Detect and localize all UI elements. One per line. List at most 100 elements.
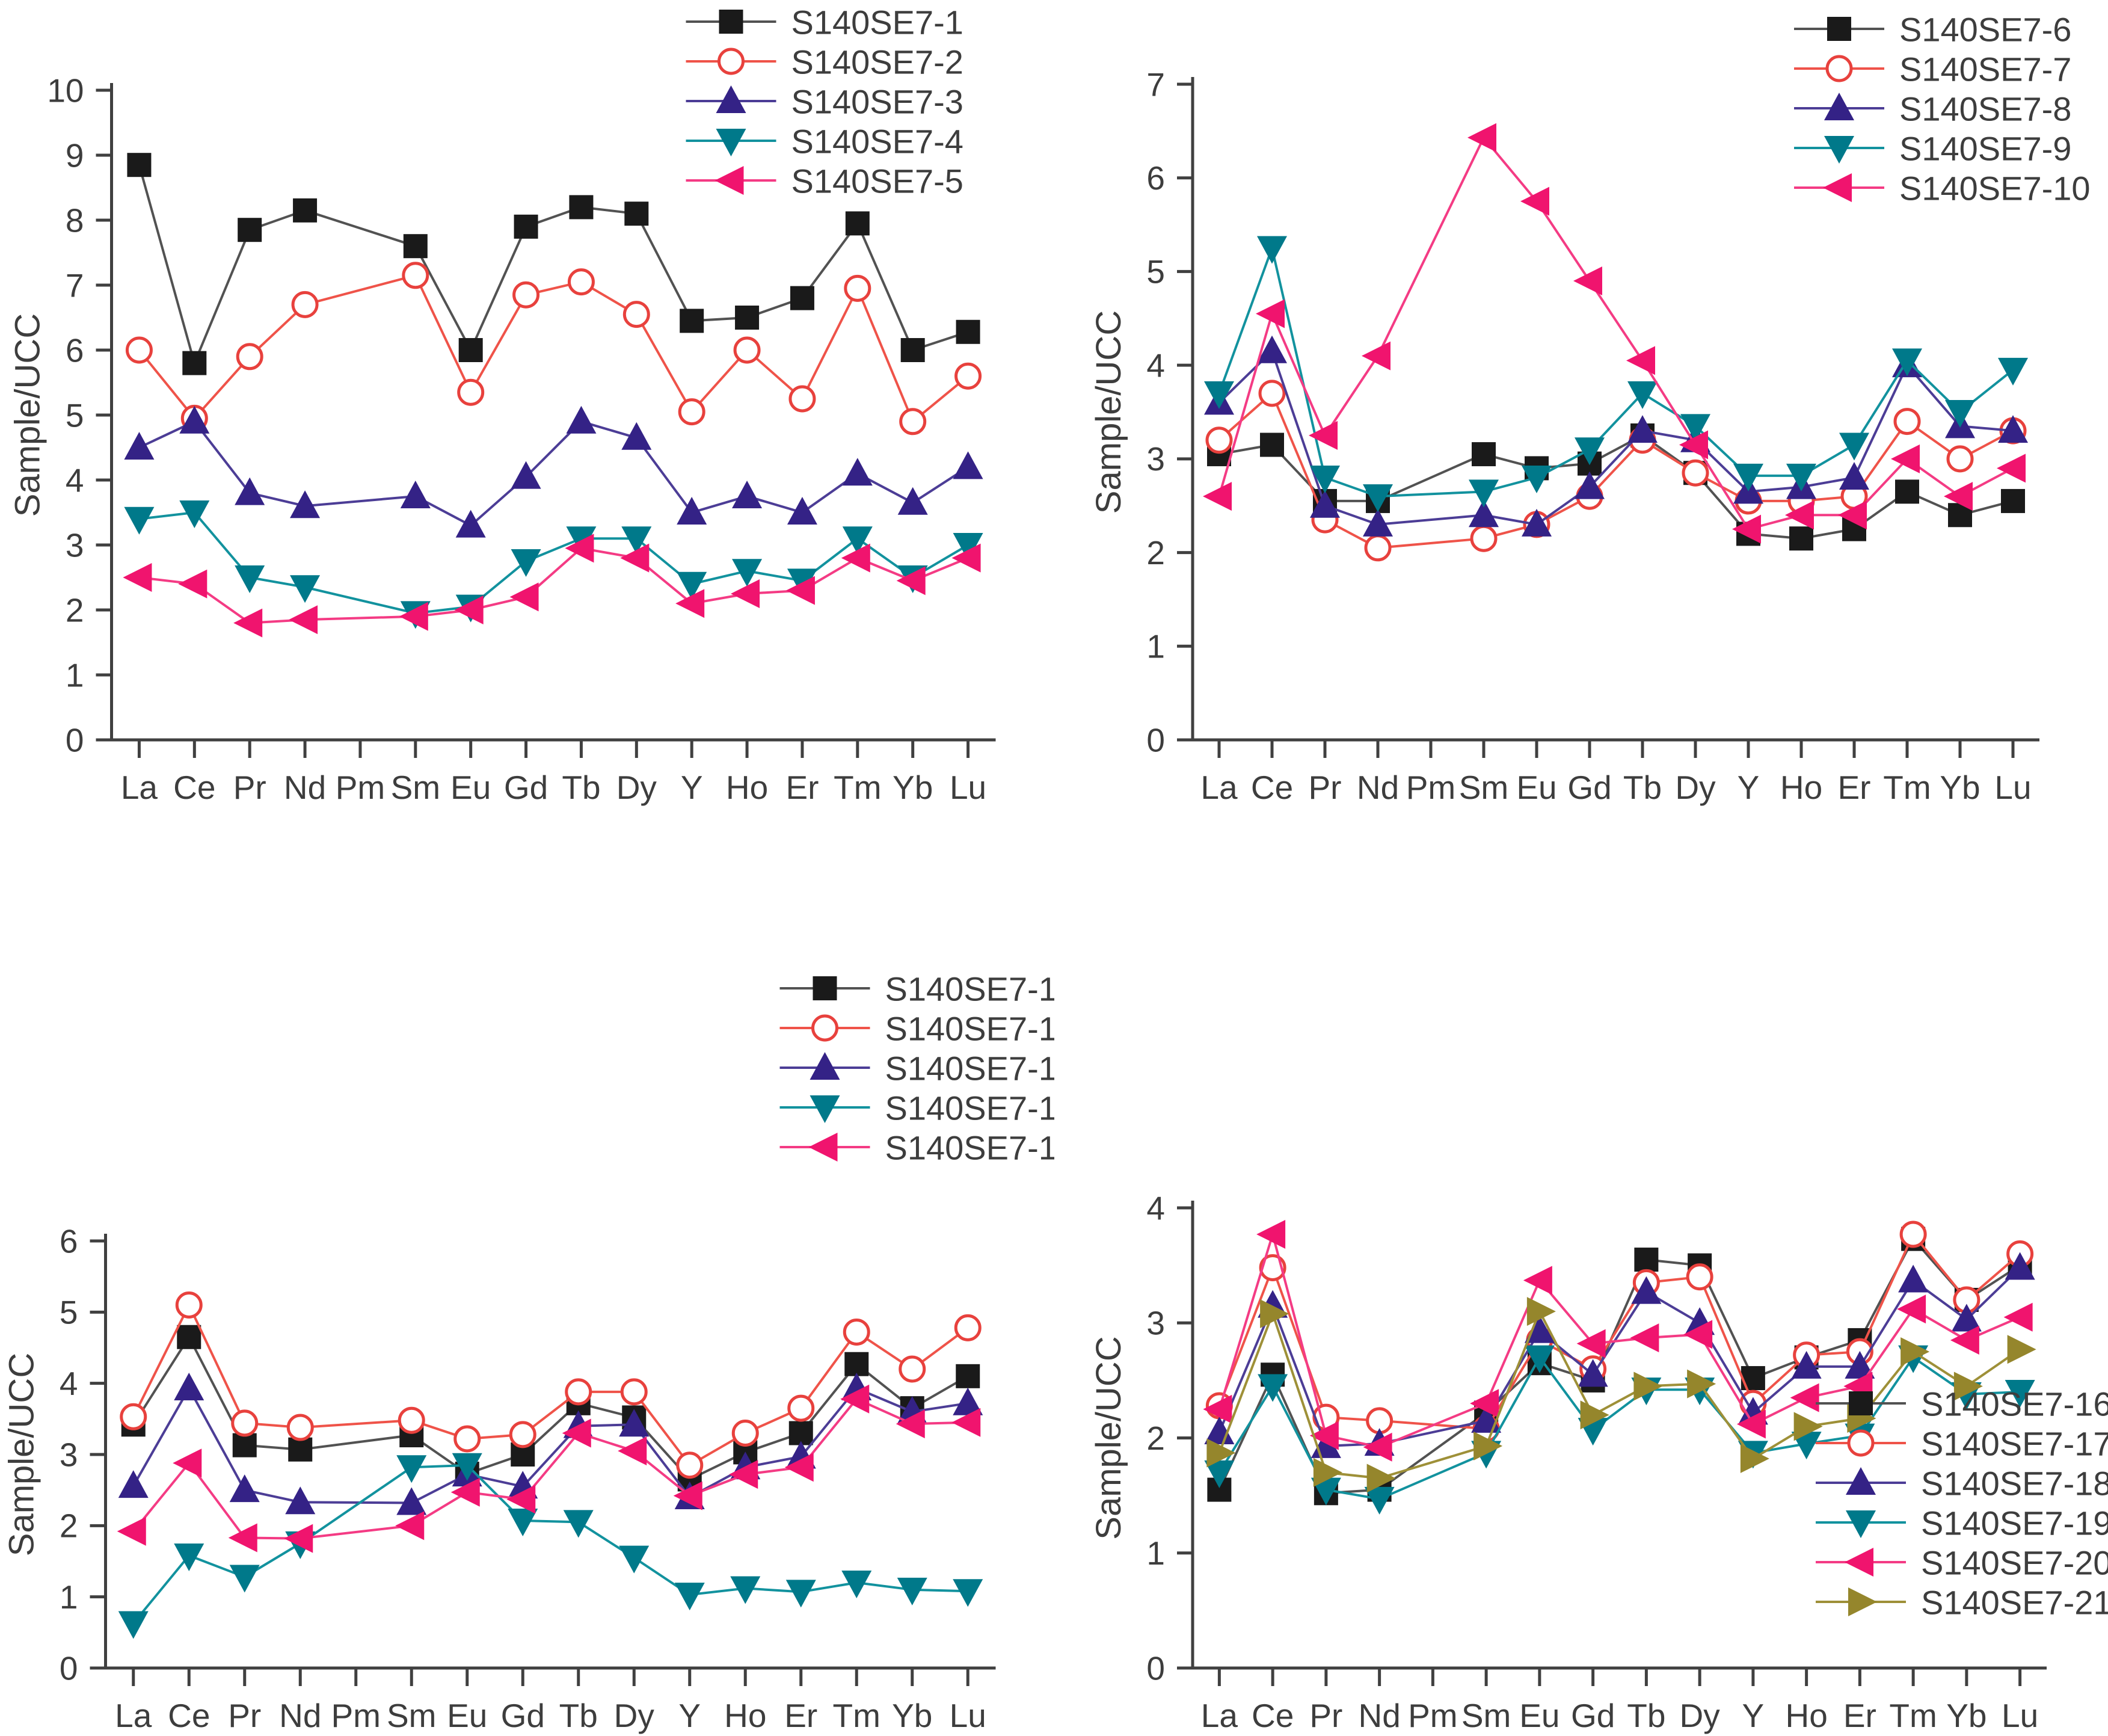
marker-triangle-down xyxy=(732,559,763,587)
marker-triangle-down xyxy=(1733,463,1763,491)
marker-triangle-up xyxy=(1363,508,1393,537)
marker-triangle-left xyxy=(1736,1409,1766,1439)
marker-triangle-right xyxy=(1848,1587,1877,1616)
x-tick-label: Yb xyxy=(1940,769,1980,806)
marker-triangle-down xyxy=(1363,484,1393,512)
y-tick-label: 3 xyxy=(1146,1305,1165,1342)
marker-triangle-down xyxy=(1257,236,1287,264)
legend-label: S140SE7-4 xyxy=(791,123,963,161)
series-line xyxy=(138,274,969,424)
legend-item: S140SE7-6 xyxy=(1794,11,2071,49)
marker-triangle-right xyxy=(1953,1371,1983,1401)
legend-label: S140SE7-11 xyxy=(885,970,1055,1008)
x-tick-label: Y xyxy=(1738,769,1760,806)
legend-label: S140SE7-2 xyxy=(791,43,963,81)
marker-triangle-up xyxy=(566,405,597,434)
x-tick-label: Ho xyxy=(724,1697,766,1734)
series-S140SE7-1 xyxy=(127,153,980,375)
x-tick-label: Nd xyxy=(279,1697,321,1734)
legend-label: S140SE7-21 xyxy=(1921,1584,2108,1622)
marker-circle-open xyxy=(125,336,153,364)
marker-circle-open xyxy=(678,398,705,426)
x-tick-label: Ce xyxy=(168,1697,210,1734)
series-line xyxy=(1218,1308,2021,1480)
y-axis-title: Sample/UCC xyxy=(1089,1336,1128,1539)
marker-triangle-left xyxy=(1363,1432,1392,1462)
series-S140SE7-10 xyxy=(1203,123,2026,544)
marker-triangle-up xyxy=(1310,490,1340,518)
marker-triangle-right xyxy=(1580,1400,1609,1430)
marker-triangle-down xyxy=(1892,348,1922,377)
marker-circle-open xyxy=(1686,1263,1713,1291)
legend-item: S140SE7-15 xyxy=(779,1129,1054,1167)
marker-triangle-left xyxy=(1732,514,1761,544)
legend-label: S140SE7-16 xyxy=(1921,1385,2108,1423)
marker-circle-open xyxy=(565,1378,592,1406)
marker-triangle-down xyxy=(452,1453,482,1481)
marker-triangle-down xyxy=(563,1510,594,1538)
marker-triangle-left xyxy=(1523,1266,1552,1295)
marker-triangle-down xyxy=(1839,432,1869,461)
x-tick-label: Er xyxy=(1843,1697,1876,1734)
x-tick-label: La xyxy=(1200,769,1238,806)
marker-circle-open xyxy=(733,336,761,364)
x-tick-label: Tb xyxy=(562,769,600,806)
marker-triangle-left xyxy=(2003,1302,2033,1332)
marker-triangle-left xyxy=(173,1448,202,1478)
x-tick-label: Er xyxy=(784,1697,817,1734)
marker-circle-open xyxy=(843,1318,870,1346)
marker-triangle-left xyxy=(1838,500,1867,530)
legend-label: S140SE7-9 xyxy=(1899,130,2071,168)
x-tick-label: Pm xyxy=(336,769,386,806)
x-tick-label: Lu xyxy=(950,769,986,806)
marker-triangle-up xyxy=(1578,1359,1608,1387)
marker-triangle-up xyxy=(396,1487,427,1515)
y-tick-label: 2 xyxy=(66,591,84,629)
marker-triangle-down xyxy=(621,526,652,555)
x-tick-label: Eu xyxy=(450,769,491,806)
marker-triangle-left xyxy=(1467,123,1496,152)
marker-triangle-up xyxy=(810,1052,840,1080)
marker-triangle-right xyxy=(1206,1438,1236,1468)
marker-circle-open xyxy=(844,274,871,302)
marker-triangle-left xyxy=(618,1436,647,1466)
marker-triangle-up xyxy=(1522,508,1552,537)
x-tick-label: Pr xyxy=(233,769,266,806)
marker-square xyxy=(1260,432,1284,457)
marker-circle-open xyxy=(1682,459,1709,487)
marker-triangle-down xyxy=(841,1571,872,1598)
marker-triangle-down xyxy=(1522,466,1552,493)
marker-circle-open xyxy=(811,1014,838,1042)
marker-square xyxy=(719,10,743,34)
x-tick-label: Ho xyxy=(726,769,768,806)
marker-triangle-left xyxy=(1845,1548,1873,1577)
axes xyxy=(90,1234,996,1686)
marker-triangle-left xyxy=(178,569,207,599)
marker-circle-open xyxy=(1946,445,1974,473)
marker-circle-open xyxy=(954,362,982,390)
series-line xyxy=(139,547,969,624)
marker-triangle-left xyxy=(1997,454,2026,483)
y-tick-label: 5 xyxy=(60,1294,78,1331)
series-S140SE7-20 xyxy=(1203,1219,2033,1462)
marker-circle-open xyxy=(398,1406,425,1434)
marker-triangle-left xyxy=(1950,1325,1979,1355)
marker-square xyxy=(956,1364,980,1388)
x-tick-label: Tm xyxy=(833,1697,880,1734)
y-tick-label: 7 xyxy=(66,266,84,304)
marker-circle-open xyxy=(718,48,745,75)
x-tick-label: Dy xyxy=(616,769,657,806)
marker-triangle-left xyxy=(714,166,744,195)
marker-triangle-right xyxy=(1740,1444,1769,1473)
series-S140SE7-12 xyxy=(120,1291,982,1479)
marker-triangle-down xyxy=(1310,466,1340,493)
marker-circle-open xyxy=(236,343,263,371)
marker-triangle-left xyxy=(506,1485,536,1514)
marker-triangle-left xyxy=(1891,444,1920,473)
marker-triangle-up xyxy=(1469,499,1499,528)
series-S140SE7-2 xyxy=(125,262,982,436)
y-axis-title: Sample/UCC xyxy=(1089,310,1128,514)
marker-triangle-up xyxy=(953,1387,983,1415)
marker-triangle-down xyxy=(810,1095,840,1123)
